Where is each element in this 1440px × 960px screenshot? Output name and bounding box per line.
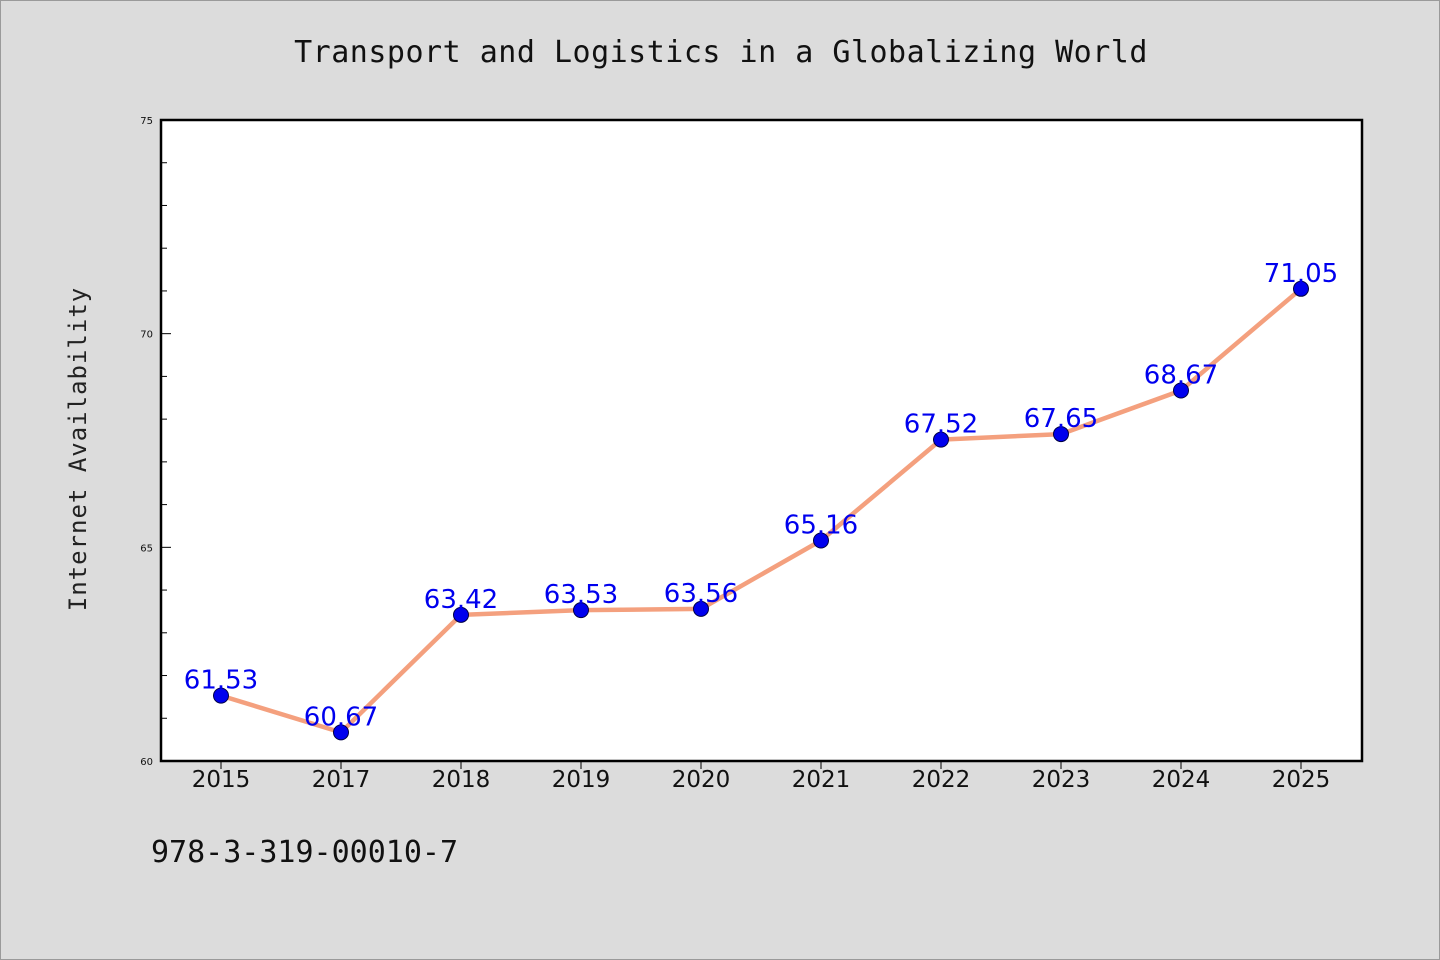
y-tick-label: 70	[140, 330, 153, 341]
data-label: 63.42	[424, 585, 498, 615]
data-point	[213, 687, 229, 704]
plot-frame	[159, 118, 1364, 763]
y-axis-ticks: 60 65 70 75	[140, 116, 171, 768]
data-label: 68.67	[1144, 361, 1218, 391]
data-label: 63.56	[664, 579, 738, 609]
plot-area	[161, 120, 1362, 761]
series-line-group	[218, 286, 1304, 735]
isbn-text: 978-3-319-00010-7	[151, 835, 459, 870]
x-tick-label: 2024	[1152, 767, 1211, 793]
data-point	[693, 600, 709, 617]
data-point	[933, 431, 949, 448]
y-tick-label: 75	[140, 116, 153, 127]
x-tick-label: 2017	[312, 767, 371, 793]
data-point	[333, 724, 349, 741]
data-point	[453, 606, 469, 623]
y-tick-label: 60	[140, 757, 153, 768]
x-tick-label: 2018	[432, 767, 491, 793]
series-line	[218, 286, 1304, 735]
x-tick-label: 2021	[792, 767, 851, 793]
x-tick-label: 2020	[672, 767, 731, 793]
data-label: 61.53	[184, 666, 258, 696]
data-label: 71.05	[1264, 259, 1338, 289]
data-point	[1173, 382, 1189, 399]
y-tick-label: 65	[140, 543, 153, 554]
data-markers	[213, 280, 1309, 741]
x-tick-label: 2015	[192, 767, 251, 793]
data-point	[1293, 280, 1309, 297]
data-label: 67.52	[904, 410, 978, 440]
data-label: 60.67	[304, 702, 378, 732]
data-point	[573, 602, 589, 619]
x-tick-label: 2019	[552, 767, 611, 793]
data-labels: 61.53 60.67 63.42 63.53 63.56 65.16 67.52 67.65…	[184, 259, 1338, 733]
chart-title: Transport and Logistics in a Globalizing…	[294, 35, 1148, 70]
data-point	[813, 532, 829, 549]
x-tick-label: 2025	[1272, 767, 1331, 793]
x-tick-label: 2022	[912, 767, 971, 793]
x-tick-label: 2023	[1032, 767, 1091, 793]
data-label: 67.65	[1024, 404, 1098, 434]
data-label: 65.16	[784, 510, 858, 540]
x-axis-ticks: 2015 2017 2018 2019 2020 2021 2022 2023 2024 2025	[192, 761, 1331, 793]
data-point	[1053, 426, 1069, 443]
data-label: 63.53	[544, 580, 618, 610]
